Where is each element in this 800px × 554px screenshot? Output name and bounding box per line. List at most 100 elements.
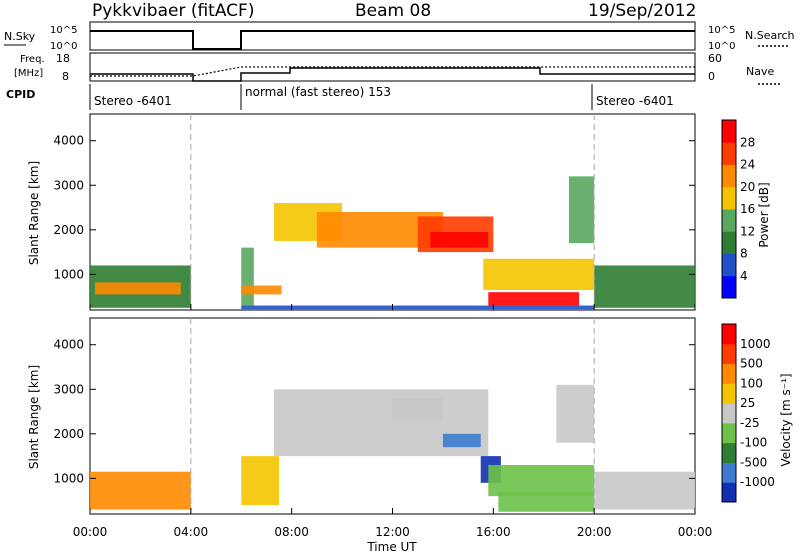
sky-left-tick-bottom: 10^0: [50, 41, 77, 52]
power-colorbar-tick-5: 24: [740, 158, 755, 172]
sky-left-tick-top: 10^5: [50, 25, 77, 36]
power-colorbar-tick-0: 4: [740, 269, 748, 283]
power-colorbar-tick-4: 20: [740, 180, 755, 194]
cpid-segment-3: Stereo -6401: [596, 94, 674, 108]
velocity-colorbar: 1000 500 100 25 -25 -100 -500 -1000: [721, 323, 775, 503]
velocity-colorbar-frame: [721, 323, 737, 503]
velocity-ytick-label-1: 2000: [53, 427, 84, 441]
velocity-ytick-label-3: 4000: [53, 338, 84, 352]
power-colorbar-swatch-2: [722, 231, 736, 254]
xtick-label-4: 16:00: [476, 525, 511, 539]
freq-trace: [90, 67, 695, 82]
velocity-ylabel: Slant Range [km]: [27, 365, 41, 469]
power-colorbar-swatch-7: [722, 120, 736, 143]
radar-title: Pykkvibaer (fitACF): [92, 1, 254, 21]
velocity-region-3: [392, 398, 443, 421]
velocity-yaxis: 1000 2000 3000 4000: [53, 338, 695, 485]
velocity-colorbar-swatch-4: [722, 403, 736, 424]
power-region-8: [483, 258, 595, 290]
power-yaxis: 1000 2000 3000 4000: [53, 134, 695, 281]
velocity-colorbar-swatch-1: [722, 462, 736, 483]
power-colorbar-tick-1: 8: [740, 247, 748, 261]
time-axis: 00:00 04:00 08:00 12:00 16:00 20:00 00:00: [73, 304, 713, 539]
freq-right-tick-top: 60: [708, 52, 722, 65]
power-ytick-label-0: 1000: [53, 267, 84, 281]
velocity-colorbar-tick-2: 100: [740, 376, 763, 390]
velocity-colorbar-swatch-2: [722, 442, 736, 463]
velocity-colorbar-tick-0: 1000: [740, 337, 771, 351]
power-region-9: [488, 292, 580, 306]
nsky-label: N.Sky: [4, 30, 36, 43]
freq-panel-frame: [89, 52, 696, 82]
cpid-label: CPID: [6, 88, 35, 101]
xtick-label-5: 20:00: [577, 525, 612, 539]
power-data: [90, 176, 695, 310]
velocity-region-8: [594, 471, 695, 510]
velocity-colorbar-swatch-7: [722, 343, 736, 365]
sky-right-tick-top: 10^5: [708, 25, 735, 36]
velocity-ytick-label-0: 1000: [53, 471, 84, 485]
velocity-colorbar-tick-5: -100: [740, 436, 767, 450]
velocity-data: [90, 384, 695, 512]
power-colorbar-swatch-1: [722, 253, 736, 277]
power-region-1: [95, 282, 181, 295]
freq-label-1: Freq.: [20, 54, 45, 65]
velocity-ytick-label-2: 3000: [53, 382, 84, 396]
power-ytick-label-3: 4000: [53, 134, 84, 148]
power-colorbar-swatch-6: [722, 142, 736, 165]
xtick-label-2: 08:00: [274, 525, 309, 539]
power-ytick-label-2: 3000: [53, 178, 84, 192]
xlabel: Time UT: [366, 540, 417, 554]
power-region-10: [568, 176, 595, 244]
power-colorbar: 4 8 12 16 20 24 28: [721, 119, 755, 299]
velocity-region-4: [442, 433, 481, 448]
power-colorbar-swatch-4: [722, 186, 736, 210]
xtick-label-1: 04:00: [174, 525, 209, 539]
velocity-colorbar-swatch-6: [722, 363, 736, 384]
velocity-colorbar-tick-6: -500: [740, 455, 767, 469]
cpid-segment-2: normal (fast stereo) 153: [245, 85, 391, 99]
xtick-label-0: 00:00: [73, 525, 108, 539]
xtick-label-3: 12:00: [375, 525, 410, 539]
velocity-colorbar-tick-7: -1000: [740, 475, 775, 489]
freq-left-tick-bottom: 8: [62, 70, 69, 83]
cpid-change-lines: [190, 114, 595, 514]
velocity-region-7: [498, 491, 595, 512]
power-colorbar-tick-3: 16: [740, 202, 755, 216]
velocity-colorbar-label: Velocity [m s⁻¹]: [779, 373, 793, 466]
velocity-colorbar-tick-1: 500: [740, 357, 763, 371]
nave-trace: [90, 66, 695, 77]
xtick-label-6: 00:00: [678, 525, 713, 539]
power-colorbar-label: Power [dB]: [757, 182, 771, 247]
velocity-colorbar-swatch-3: [722, 422, 736, 444]
power-region-7: [430, 232, 489, 248]
nsearch-label: N.Search: [745, 29, 795, 42]
sky-right-tick-bottom: 10^0: [708, 41, 735, 52]
sky-panel-frame: [89, 21, 696, 51]
velocity-region-6: [488, 465, 595, 497]
power-region-11: [594, 265, 695, 308]
cpid-segment-1: Stereo -6401: [94, 94, 172, 108]
velocity-colorbar-swatch-0: [722, 482, 736, 503]
power-colorbar-tick-6: 28: [740, 135, 755, 149]
date-label: 19/Sep/2012: [588, 1, 696, 21]
velocity-colorbar-tick-4: -25: [740, 416, 760, 430]
power-region-3: [241, 285, 282, 295]
freq-label-2: [MHz]: [14, 68, 43, 79]
nsky-trace: [90, 30, 695, 50]
power-colorbar-frame: [721, 119, 737, 299]
power-colorbar-swatch-5: [722, 164, 736, 188]
velocity-region-0: [90, 471, 191, 510]
power-colorbar-swatch-0: [722, 275, 736, 299]
power-colorbar-swatch-3: [722, 209, 736, 232]
velocity-colorbar-tick-3: 25: [740, 396, 755, 410]
velocity-colorbar-swatch-8: [722, 324, 736, 345]
power-ylabel: Slant Range [km]: [27, 161, 41, 265]
power-region-2: [241, 247, 254, 306]
beam-label: Beam 08: [355, 1, 431, 21]
freq-right-tick-bottom: 0: [708, 70, 715, 83]
velocity-region-1: [241, 456, 280, 506]
velocity-colorbar-swatch-5: [722, 383, 736, 404]
velocity-region-9: [556, 384, 595, 443]
